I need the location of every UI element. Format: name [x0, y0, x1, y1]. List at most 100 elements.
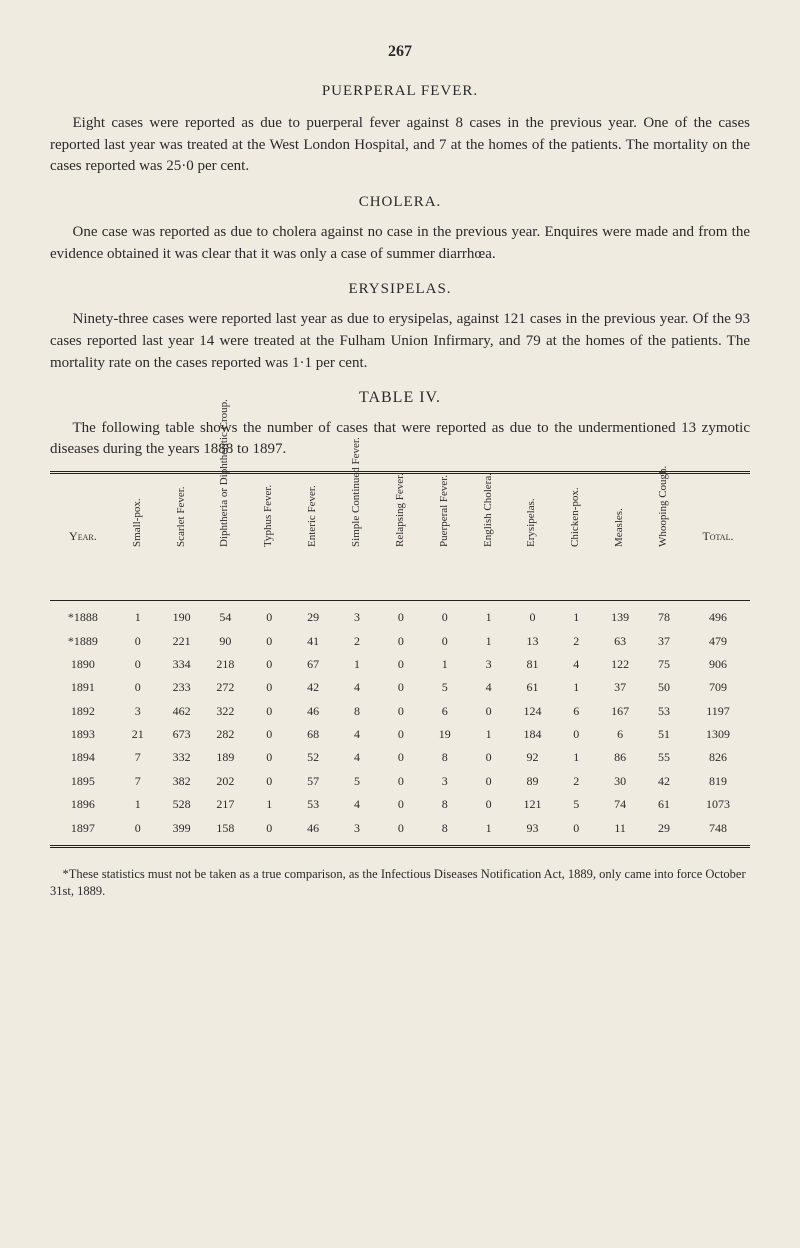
table-cell: 8: [423, 793, 467, 816]
heading-erysipelas: ERYSIPELAS.: [50, 279, 750, 301]
col-typhus: Typhus Fever.: [247, 473, 291, 601]
table-cell: 53: [642, 700, 686, 723]
table-cell: 826: [686, 746, 750, 769]
text-puerperal: Eight cases were reported as due to puer…: [50, 113, 750, 178]
table-cell: 0: [247, 817, 291, 847]
table-cell: 2: [554, 770, 598, 793]
table-cell: 29: [291, 601, 335, 630]
table-cell: 1: [335, 653, 379, 676]
table-cell: 189: [204, 746, 248, 769]
table-cell: 37: [598, 676, 642, 699]
table-cell: *1889: [50, 630, 116, 653]
table-row: 189615282171534080121574611073: [50, 793, 750, 816]
table-cell: 81: [511, 653, 555, 676]
table-cell: 4: [335, 793, 379, 816]
col-chickenpox: Chicken-pox.: [554, 473, 598, 601]
table-cell: 382: [160, 770, 204, 793]
table-cell: 709: [686, 676, 750, 699]
table-cell: 68: [291, 723, 335, 746]
table-body: *188811905402930010113978496*18890221900…: [50, 601, 750, 847]
col-english-cholera: English Cholera.: [467, 473, 511, 601]
table-cell: 0: [379, 770, 423, 793]
table-cell: 7: [116, 770, 160, 793]
col-diphtheria: Diphtheria or Diphtheritic Croup.: [204, 473, 248, 601]
table-cell: 6: [554, 700, 598, 723]
table-cell: 1890: [50, 653, 116, 676]
col-erysipelas: Erysipelas.: [511, 473, 555, 601]
table-cell: 0: [423, 630, 467, 653]
table-cell: 218: [204, 653, 248, 676]
table-cell: 1892: [50, 700, 116, 723]
table-cell: 0: [379, 700, 423, 723]
table-cell: 1: [554, 676, 598, 699]
table-cell: 0: [247, 676, 291, 699]
table-cell: 462: [160, 700, 204, 723]
table-cell: 332: [160, 746, 204, 769]
col-scarlet: Scarlet Fever.: [160, 473, 204, 601]
col-year: Year.: [50, 473, 116, 601]
table-cell: 0: [247, 601, 291, 630]
table-cell: 78: [642, 601, 686, 630]
table-cell: 322: [204, 700, 248, 723]
col-measles: Measles.: [598, 473, 642, 601]
table-cell: 1: [467, 601, 511, 630]
table-row: 1894733218905240809218655826: [50, 746, 750, 769]
table-cell: 399: [160, 817, 204, 847]
table-cell: 0: [247, 723, 291, 746]
table-cell: 1309: [686, 723, 750, 746]
table-cell: 3: [467, 653, 511, 676]
table-row: *188811905402930010113978496: [50, 601, 750, 630]
table-cell: 3: [335, 817, 379, 847]
table-cell: 1: [423, 653, 467, 676]
table-heading: TABLE IV.: [50, 386, 750, 409]
table-cell: 1: [467, 723, 511, 746]
table-cell: 74: [598, 793, 642, 816]
table-cell: 57: [291, 770, 335, 793]
table-cell: 1: [247, 793, 291, 816]
footnote: *These statistics must not be taken as a…: [50, 866, 750, 900]
table-cell: 139: [598, 601, 642, 630]
table-cell: 1073: [686, 793, 750, 816]
table-cell: 0: [247, 700, 291, 723]
table-cell: 0: [467, 700, 511, 723]
table-cell: 673: [160, 723, 204, 746]
table-cell: 53: [291, 793, 335, 816]
table-row: 1892346232204680601246167531197: [50, 700, 750, 723]
table-cell: 61: [642, 793, 686, 816]
table-cell: 1: [116, 601, 160, 630]
table-cell: 51: [642, 723, 686, 746]
table-cell: 0: [379, 723, 423, 746]
table-cell: 0: [116, 630, 160, 653]
col-whooping: Whooping Cough.: [642, 473, 686, 601]
table-cell: 6: [423, 700, 467, 723]
col-puerperal: Puerperal Fever.: [423, 473, 467, 601]
table-row: 18900334218067101381412275906: [50, 653, 750, 676]
table-row: 1895738220205750308923042819: [50, 770, 750, 793]
table-cell: 0: [379, 676, 423, 699]
table-cell: 55: [642, 746, 686, 769]
table-cell: 42: [291, 676, 335, 699]
table-cell: 0: [511, 601, 555, 630]
table-cell: 1: [554, 601, 598, 630]
table-cell: 0: [379, 817, 423, 847]
table-cell: 0: [467, 746, 511, 769]
table-cell: 0: [379, 653, 423, 676]
table-cell: 5: [423, 676, 467, 699]
table-header-row: Year. Small-pox. Scarlet Fever. Diphther…: [50, 473, 750, 601]
table-cell: 50: [642, 676, 686, 699]
table-cell: 0: [247, 746, 291, 769]
table-intro: The following table shows the number of …: [50, 418, 750, 462]
table-cell: 61: [511, 676, 555, 699]
table-cell: 0: [116, 676, 160, 699]
table-cell: 0: [554, 817, 598, 847]
table-cell: 0: [467, 793, 511, 816]
table-cell: 158: [204, 817, 248, 847]
table-cell: 8: [423, 746, 467, 769]
table-cell: 89: [511, 770, 555, 793]
table-cell: 0: [116, 817, 160, 847]
table-cell: 282: [204, 723, 248, 746]
table-cell: 46: [291, 817, 335, 847]
table-cell: 121: [511, 793, 555, 816]
table-cell: 748: [686, 817, 750, 847]
table-cell: 52: [291, 746, 335, 769]
